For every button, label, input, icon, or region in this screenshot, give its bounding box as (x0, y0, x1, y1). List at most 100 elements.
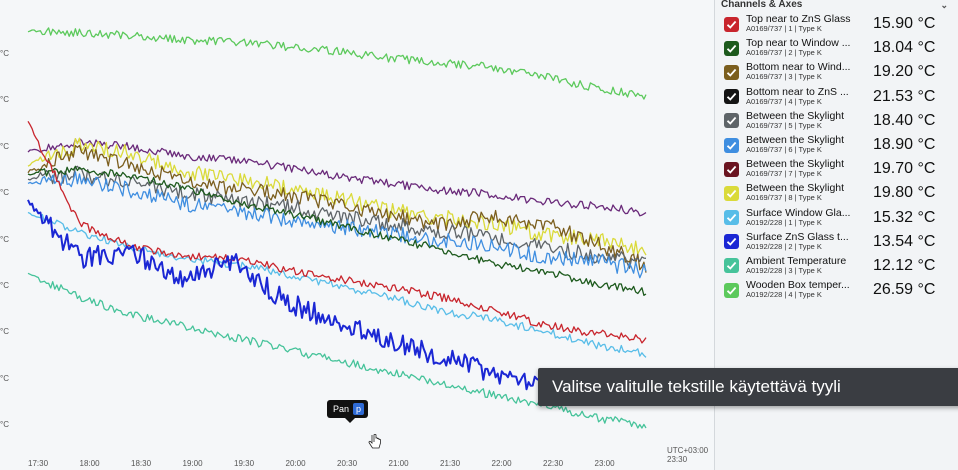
channel-id: A0169/737 | 4 | Type K (746, 96, 822, 106)
channel-value: 15.32 °C (873, 208, 936, 226)
series-line[interactable] (27, 137, 647, 217)
channel-id: A0169/737 | 8 | Type K (746, 193, 822, 203)
series-line[interactable] (27, 137, 647, 256)
check-icon (726, 141, 737, 150)
x-tick-label: 19:30 (234, 459, 255, 468)
channel-checkbox[interactable] (724, 64, 739, 80)
channel-row[interactable]: Between the Skylight A0169/737 | 8 | Type… (715, 181, 958, 205)
series-line[interactable] (27, 27, 647, 100)
channel-checkbox[interactable] (724, 89, 739, 105)
channel-checkbox[interactable] (724, 137, 739, 153)
channel-value: 19.80 °C (873, 184, 936, 202)
series-line[interactable] (27, 165, 647, 296)
channel-row[interactable]: Wooden Box temper... A0192/228 | 4 | Type… (715, 278, 958, 302)
check-icon (726, 286, 737, 295)
y-tick-label: °C (0, 281, 9, 290)
channel-text: Bottom near to Wind... A0169/737 | 3 | Ty… (746, 62, 870, 82)
channel-text: Wooden Box temper... A0192/228 | 4 | Type… (746, 280, 870, 300)
channel-checkbox[interactable] (724, 113, 739, 129)
channel-value: 26.59 °C (873, 281, 936, 299)
channel-row[interactable]: Between the Skylight A0169/737 | 6 | Type… (715, 133, 958, 157)
temperature-chart[interactable]: °C °C °C °C °C °C °C °C °C 17:30 18:00 18:30 19:00 1… (0, 0, 714, 470)
channel-row[interactable]: Top near to Window ... A0169/737 | 2 | Ty… (715, 36, 958, 60)
channel-checkbox[interactable] (724, 40, 739, 56)
x-axis-end-label: UTC+03:00 (667, 446, 709, 455)
channel-text: Between the Skylight A0169/737 | 7 | Type… (746, 159, 870, 179)
channel-row[interactable]: Surface ZnS Glass t... A0192/228 | 2 | Ty… (715, 230, 958, 254)
y-tick-label: °C (0, 95, 9, 104)
channel-id: A0169/737 | 1 | Type K (746, 24, 822, 34)
chart-plot-area[interactable]: °C °C °C °C °C °C °C °C °C 17:30 18:00 18:30 19:00 1… (0, 0, 714, 470)
channel-value: 15.90 °C (873, 15, 936, 33)
channel-text: Bottom near to ZnS ... A0169/737 | 4 | Ty… (746, 87, 870, 107)
x-tick-label: 20:30 (337, 459, 358, 468)
x-tick-label: 20:00 (286, 459, 307, 468)
x-axis-end-label: 23:30 (667, 455, 688, 464)
y-tick-label: °C (0, 374, 9, 383)
check-icon (726, 20, 737, 29)
check-icon (726, 238, 737, 247)
channel-row[interactable]: Top near to ZnS Glass A0169/737 | 1 | Typ… (715, 12, 958, 36)
check-icon (726, 165, 737, 174)
channel-name: Ambient Temperature (746, 255, 847, 266)
y-tick-label: °C (0, 420, 9, 429)
channel-checkbox[interactable] (724, 282, 739, 298)
channel-name: Surface ZnS Glass t... (746, 231, 849, 242)
channel-checkbox[interactable] (724, 185, 739, 201)
y-tick-label: °C (0, 327, 9, 336)
x-tick-label: 18:00 (80, 459, 101, 468)
channel-name: Between the Skylight (746, 183, 845, 194)
channel-row[interactable]: Bottom near to Wind... A0169/737 | 3 | Ty… (715, 60, 958, 84)
check-icon (726, 189, 737, 198)
x-tick-label: 23:00 (595, 459, 616, 468)
panel-header[interactable]: Channels & Axes ⌄ (715, 0, 958, 12)
channel-value: 18.90 °C (873, 136, 936, 154)
y-tick-label: °C (0, 49, 9, 58)
channel-checkbox[interactable] (724, 210, 739, 226)
x-tick-label: 22:00 (492, 459, 513, 468)
series-line[interactable] (27, 171, 647, 279)
chevron-down-icon[interactable]: ⌄ (940, 0, 948, 10)
channel-row[interactable]: Surface Window Gla... A0192/228 | 1 | Typ… (715, 206, 958, 230)
channel-name: Between the Skylight (746, 135, 845, 146)
channel-id: A0169/737 | 3 | Type K (746, 72, 822, 82)
channel-list: Top near to ZnS Glass A0169/737 | 1 | Typ… (715, 12, 958, 302)
channel-row[interactable]: Between the Skylight A0169/737 | 7 | Type… (715, 157, 958, 181)
channel-row[interactable]: Bottom near to ZnS ... A0169/737 | 4 | Ty… (715, 85, 958, 109)
x-tick-label: 18:30 (131, 459, 152, 468)
channel-name: Between the Skylight (746, 110, 845, 121)
channel-text: Between the Skylight A0169/737 | 6 | Type… (746, 135, 870, 155)
channel-value: 13.54 °C (873, 232, 936, 250)
channel-checkbox[interactable] (724, 234, 739, 250)
series-line[interactable] (27, 144, 647, 273)
x-tick-label: 19:00 (183, 459, 204, 468)
channel-name: Top near to Window ... (746, 38, 851, 49)
channel-row[interactable]: Ambient Temperature A0192/228 | 3 | Type … (715, 254, 958, 278)
y-tick-label: °C (0, 188, 9, 197)
channel-text: Top near to Window ... A0169/737 | 2 | Ty… (746, 38, 870, 58)
channel-id: A0169/737 | 6 | Type K (746, 145, 822, 155)
channel-value: 18.04 °C (873, 39, 936, 57)
x-tick-label: 21:30 (440, 459, 461, 468)
check-icon (726, 93, 737, 101)
channel-id: A0169/737 | 5 | Type K (746, 120, 822, 130)
channel-row[interactable]: Between the Skylight A0169/737 | 5 | Type… (715, 109, 958, 133)
channel-name: Wooden Box temper... (746, 280, 850, 291)
channel-id: A0169/737 | 7 | Type K (746, 169, 822, 179)
channel-value: 21.53 °C (873, 87, 936, 105)
x-tick-label: 21:00 (389, 459, 410, 468)
channel-name: Top near to ZnS Glass (746, 14, 851, 25)
channel-checkbox[interactable] (724, 258, 739, 274)
channel-value: 19.20 °C (873, 63, 936, 81)
panel-title: Channels & Axes (721, 0, 803, 10)
check-icon (726, 213, 737, 222)
channel-checkbox[interactable] (724, 16, 739, 32)
channel-name: Surface Window Gla... (746, 207, 851, 218)
channel-checkbox[interactable] (724, 161, 739, 177)
channel-name: Between the Skylight (746, 159, 845, 170)
channel-text: Between the Skylight A0169/737 | 8 | Type… (746, 183, 870, 203)
channel-text: Ambient Temperature A0192/228 | 3 | Type … (746, 256, 870, 276)
check-icon (726, 117, 737, 126)
style-tooltip: Valitse valitulle tekstille käytettävä t… (538, 368, 958, 406)
y-tick-label: °C (0, 142, 9, 151)
